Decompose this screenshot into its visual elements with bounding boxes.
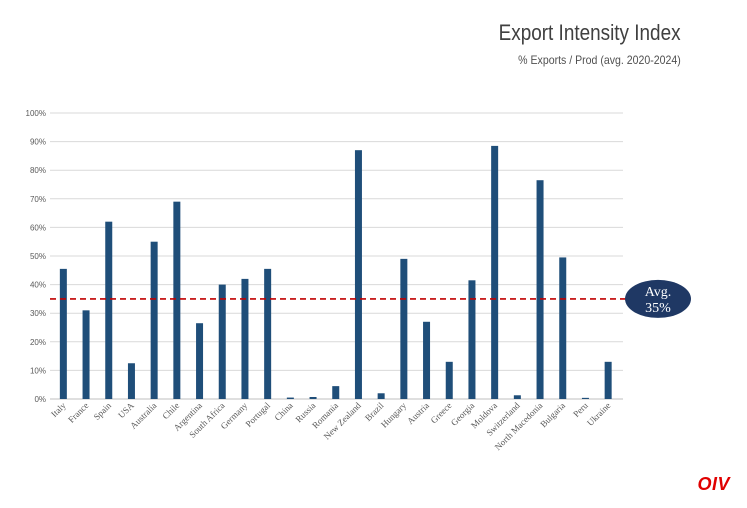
x-tick-label: Portugal bbox=[243, 400, 272, 429]
chart-title: Export Intensity Index bbox=[499, 20, 681, 45]
y-tick-label: 10% bbox=[30, 366, 46, 375]
y-tick-label: 20% bbox=[30, 338, 46, 347]
bar bbox=[354, 150, 362, 399]
x-tick-label: China bbox=[272, 400, 294, 422]
average-label-line1: Avg. bbox=[645, 285, 672, 300]
y-tick-label: 90% bbox=[30, 138, 46, 147]
y-tick-label: 40% bbox=[30, 281, 46, 290]
x-tick-label: Austria bbox=[405, 400, 431, 426]
y-tick-label: 70% bbox=[30, 195, 46, 204]
bar bbox=[377, 393, 385, 399]
bar bbox=[196, 323, 204, 399]
y-tick-label: 60% bbox=[30, 223, 46, 232]
y-tick-label: 80% bbox=[30, 166, 46, 175]
bar bbox=[309, 396, 317, 399]
y-tick-label: 0% bbox=[34, 395, 46, 404]
x-tick-label: Ukraine bbox=[585, 400, 613, 428]
bar bbox=[491, 145, 499, 399]
y-axis-ticks: 0% 10% 20% 30% 40% 50% 60% 70% 80% 90% 100% bbox=[26, 109, 46, 404]
oiv-logo: OIV bbox=[697, 474, 730, 494]
bar bbox=[400, 258, 408, 399]
y-tick-label: 100% bbox=[26, 109, 46, 118]
bar bbox=[218, 284, 226, 399]
x-tick-label: Italy bbox=[49, 400, 68, 419]
bar bbox=[332, 386, 340, 399]
y-tick-label: 50% bbox=[30, 252, 46, 261]
bar bbox=[264, 268, 272, 399]
bar bbox=[581, 397, 589, 399]
x-tick-label: USA bbox=[116, 400, 136, 420]
bar bbox=[513, 395, 521, 399]
average-marker: Avg.35% bbox=[50, 279, 691, 318]
bar bbox=[82, 310, 90, 399]
bar bbox=[423, 321, 431, 399]
bars bbox=[59, 145, 612, 399]
bar bbox=[536, 180, 544, 399]
bar bbox=[468, 280, 476, 399]
bar bbox=[559, 257, 567, 399]
average-label-line2: 35% bbox=[645, 301, 671, 316]
bar bbox=[604, 361, 612, 399]
average-badge bbox=[625, 279, 691, 318]
bar bbox=[105, 221, 113, 399]
bar bbox=[445, 361, 453, 399]
bar bbox=[173, 201, 181, 399]
x-tick-label: Hungary bbox=[379, 400, 409, 430]
x-tick-label: Peru bbox=[571, 400, 590, 419]
y-tick-label: 30% bbox=[30, 309, 46, 318]
x-tick-label: France bbox=[66, 400, 90, 424]
bar bbox=[286, 397, 294, 399]
bar bbox=[127, 363, 135, 399]
chart-subtitle: % Exports / Prod (avg. 2020-2024) bbox=[518, 53, 681, 67]
x-tick-label: Bulgaria bbox=[538, 400, 567, 429]
x-tick-label: Spain bbox=[92, 400, 114, 422]
bar bbox=[241, 278, 249, 399]
bar bbox=[150, 241, 158, 399]
bar bbox=[59, 268, 67, 399]
